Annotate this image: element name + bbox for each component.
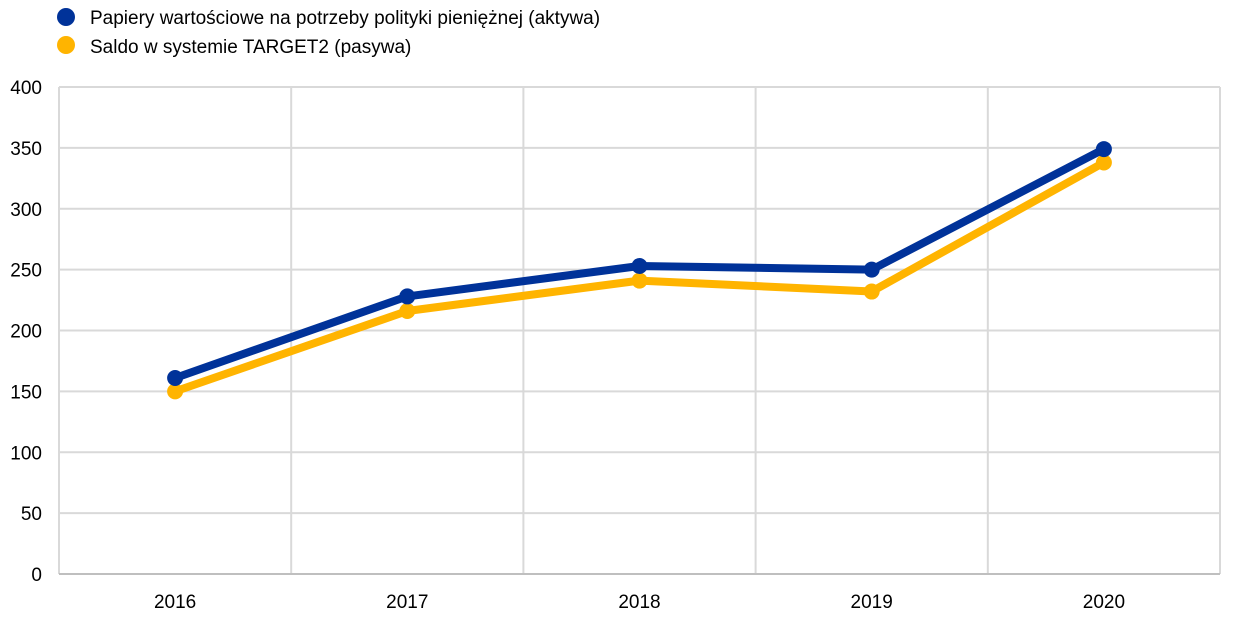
x-tick-label: 2020: [1083, 592, 1125, 613]
y-tick-label: 200: [10, 322, 42, 343]
series-layer: [167, 141, 1112, 400]
data-point: [1095, 154, 1112, 171]
y-tick-label: 300: [10, 200, 42, 221]
y-tick-label: 150: [10, 382, 42, 403]
grid: [58, 86, 1221, 575]
legend-label-1: Saldo w systemie TARGET2 (pasywa): [90, 37, 411, 58]
y-tick-label: 350: [10, 139, 42, 160]
legend-item-1: Saldo w systemie TARGET2 (pasywa): [57, 36, 411, 58]
legend-marker-0: [57, 8, 75, 26]
legend: Papiery wartościowe na potrzeby polityki…: [57, 8, 600, 58]
data-point: [399, 288, 416, 305]
y-axis: 0 50 100 150 200 250 300 350 400: [10, 78, 42, 586]
legend-item-0: Papiery wartościowe na potrzeby polityki…: [57, 8, 600, 29]
data-point: [631, 257, 648, 274]
y-tick-label: 0: [31, 565, 42, 586]
data-point: [167, 369, 184, 386]
x-tick-label: 2019: [851, 592, 893, 613]
x-tick-label: 2018: [618, 592, 660, 613]
data-point: [1095, 141, 1112, 158]
y-tick-label: 400: [10, 78, 42, 99]
y-tick-label: 250: [10, 261, 42, 282]
data-point: [399, 303, 416, 320]
legend-label-0: Papiery wartościowe na potrzeby polityki…: [90, 8, 600, 29]
x-axis: 2016 2017 2018 2019 2020: [59, 573, 1220, 613]
x-tick-label: 2016: [154, 592, 196, 613]
x-tick-label: 2017: [386, 592, 428, 613]
series-1: [167, 154, 1112, 400]
data-point: [863, 261, 880, 278]
data-point: [863, 283, 880, 300]
y-tick-label: 50: [21, 504, 42, 525]
series-0: [167, 141, 1112, 386]
legend-marker-1: [57, 36, 75, 54]
y-tick-label: 100: [10, 443, 42, 464]
data-point: [167, 383, 184, 400]
data-point: [631, 272, 648, 289]
